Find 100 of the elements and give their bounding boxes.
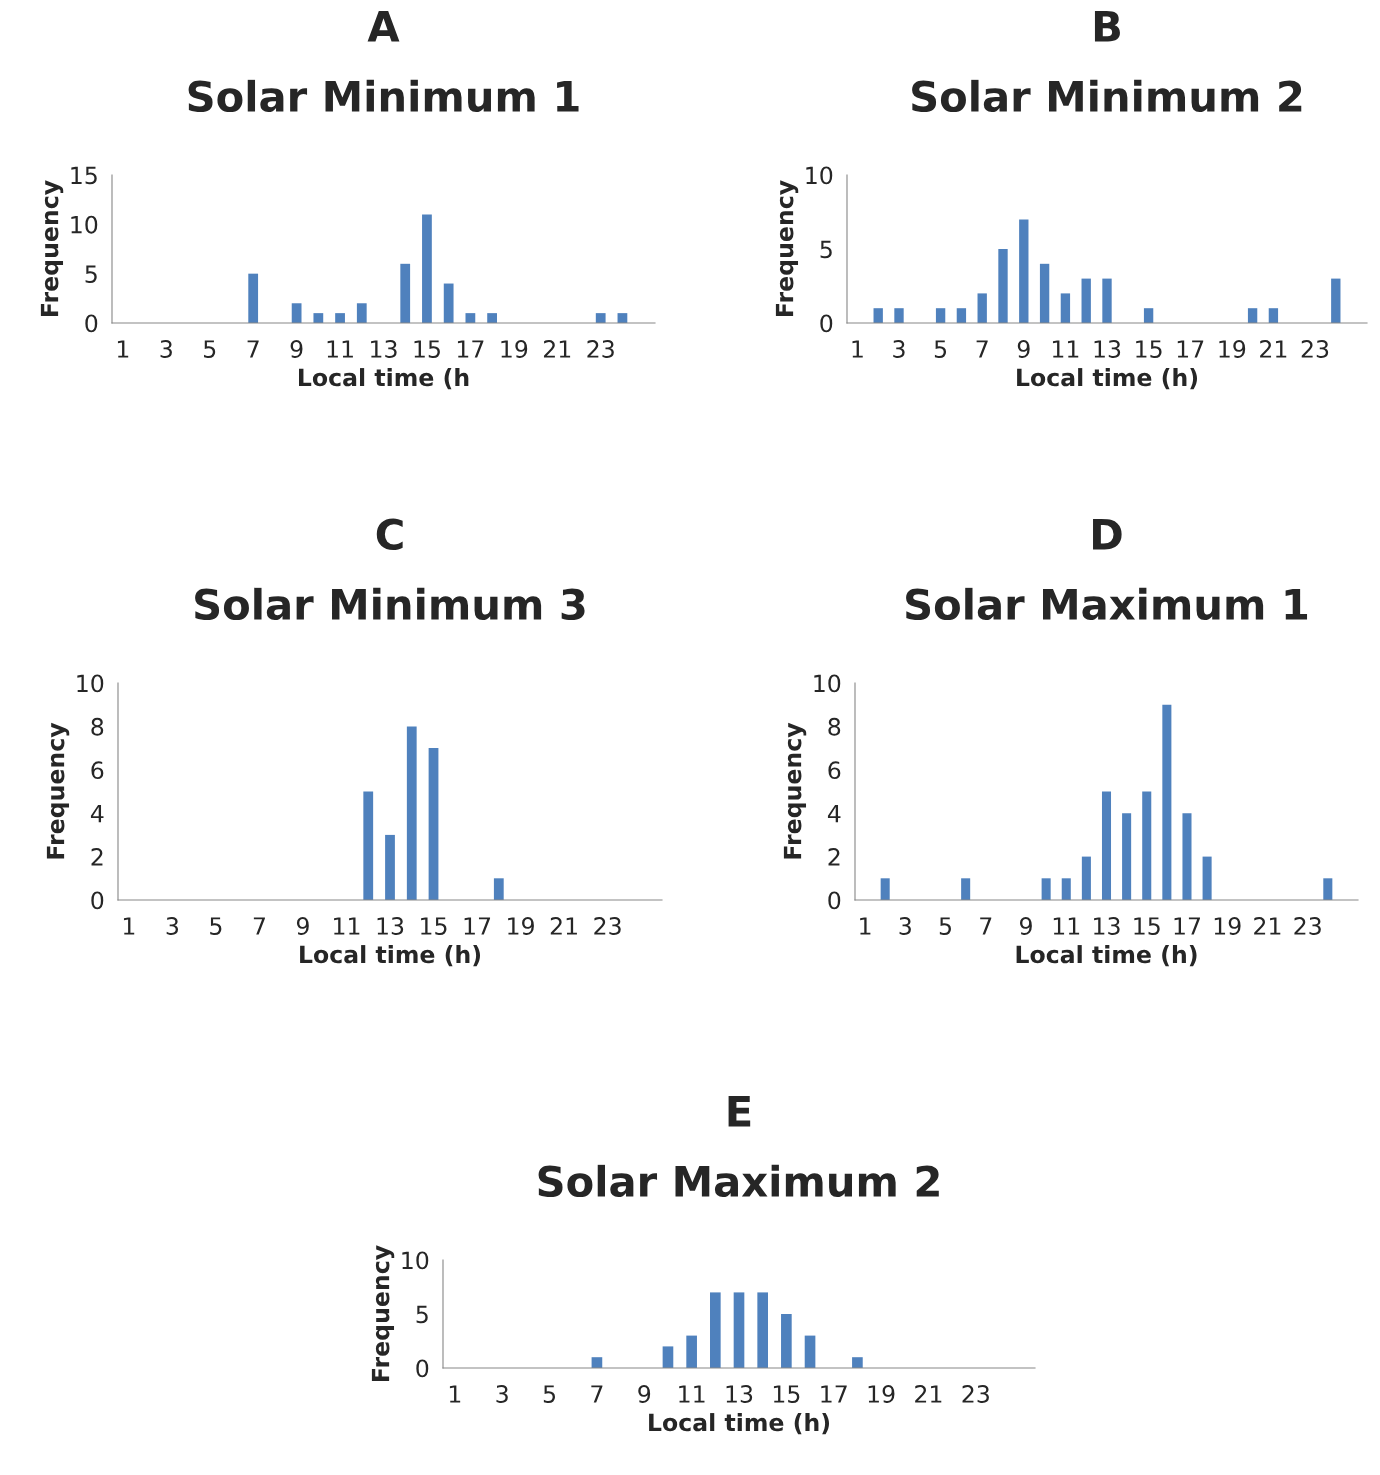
x-tick-label: 3 [496, 1385, 508, 1403]
bar [422, 214, 432, 323]
y-tick-label: 10 [806, 166, 833, 185]
chart-subtitle: Solar Maximum 1 [906, 587, 1308, 621]
bar [1268, 308, 1279, 323]
x-tick-label: 13 [377, 917, 404, 935]
bar [363, 791, 374, 900]
x-tick-label: 7 [253, 917, 265, 935]
chart-title: A [367, 11, 400, 42]
bar [1202, 856, 1212, 900]
bar [1081, 856, 1091, 900]
x-tick-label: 5 [543, 1385, 556, 1403]
chart-subtitle: Solar Minimum 1 [188, 79, 579, 113]
x-tick-label: 3 [166, 917, 179, 935]
y-tick-label: 0 [820, 314, 833, 333]
x-tick-label: 5 [934, 340, 947, 358]
x-tick-label: 11 [334, 917, 360, 935]
x-tick-label: 11 [679, 1385, 705, 1403]
x-tick-label: 17 [1177, 340, 1204, 358]
x-tick-label: 19 [1219, 340, 1246, 358]
x-tick-label: 5 [210, 917, 222, 935]
bar [406, 726, 417, 900]
x-tick-label: 9 [1017, 340, 1030, 358]
x-tick-label: 13 [726, 1385, 753, 1403]
x-tick-label: 7 [980, 917, 992, 935]
y-tick-label: 4 [90, 804, 104, 823]
bar [757, 1292, 769, 1368]
x-tick-label: 1 [852, 340, 863, 358]
y-tick-label: 5 [820, 240, 832, 259]
x-axis-title: Local time (h [299, 368, 469, 390]
bar [1143, 308, 1154, 323]
x-tick-label: 21 [543, 340, 571, 358]
bar [1142, 791, 1152, 900]
x-tick-label: 9 [1020, 917, 1032, 935]
bar [1162, 704, 1172, 900]
x-tick-label: 17 [821, 1385, 847, 1403]
bar [733, 1292, 745, 1368]
bar [956, 308, 967, 323]
bar [1061, 878, 1071, 900]
y-tick-label: 10 [77, 674, 104, 693]
bar [1102, 278, 1112, 323]
y-tick-label: 8 [91, 717, 104, 736]
y-axis-title: Frequency [46, 722, 70, 859]
y-tick-label: 6 [91, 761, 104, 780]
x-tick-label: 13 [371, 340, 397, 358]
bar [487, 313, 497, 323]
x-tick-label: 1 [860, 917, 871, 935]
x-tick-label: 1 [123, 917, 135, 935]
bar [1039, 263, 1050, 323]
y-axis-title: Frequency [40, 180, 64, 316]
bar [935, 308, 946, 323]
y-tick-label: 0 [91, 891, 104, 910]
x-tick-label: 15 [1136, 340, 1162, 358]
x-tick-label: 7 [591, 1385, 603, 1403]
x-tick-label: 7 [247, 340, 259, 358]
bar [313, 313, 324, 323]
bar [356, 303, 367, 323]
x-tick-label: 23 [1294, 917, 1321, 935]
chart-subtitle: Solar Maximum 2 [538, 1164, 939, 1198]
bar [662, 1346, 674, 1368]
y-tick-label: 5 [416, 1305, 428, 1324]
y-tick-label: 0 [828, 891, 841, 910]
bar [852, 1357, 863, 1368]
y-tick-label: 2 [91, 848, 103, 866]
x-tick-label: 23 [1301, 340, 1329, 358]
bar [1247, 308, 1258, 323]
bar [804, 1335, 816, 1368]
x-tick-label: 23 [587, 340, 614, 358]
bar [595, 313, 606, 323]
bar [873, 308, 883, 323]
bar [709, 1292, 721, 1368]
bar [998, 249, 1008, 323]
x-tick-label: 3 [893, 340, 905, 358]
bar [385, 834, 395, 900]
y-tick-label: 4 [827, 804, 841, 823]
bar [1060, 293, 1071, 323]
y-tick-label: 10 [402, 1251, 429, 1270]
x-tick-label: 17 [464, 917, 491, 935]
chart-title: E [728, 1096, 751, 1127]
x-tick-label: 23 [962, 1385, 989, 1403]
bar [443, 283, 454, 323]
x-tick-label: 15 [773, 1385, 800, 1403]
x-tick-label: 5 [204, 340, 216, 358]
x-tick-label: 15 [1134, 917, 1160, 935]
x-tick-label: 5 [939, 917, 951, 935]
chart-subtitle: Solar Minimum 3 [195, 587, 585, 621]
y-tick-label: 0 [85, 314, 98, 333]
bar [335, 313, 345, 323]
y-axis-title: Frequency [783, 722, 807, 859]
bar [781, 1314, 792, 1368]
bar [1019, 219, 1029, 323]
x-tick-label: 1 [449, 1385, 461, 1403]
y-tick-label: 5 [85, 265, 97, 283]
x-axis-title: Local time (h) [649, 1413, 830, 1435]
x-tick-label: 3 [899, 917, 911, 935]
y-tick-label: 15 [71, 166, 97, 185]
bar [400, 263, 411, 323]
x-tick-label: 11 [327, 340, 353, 358]
x-tick-label: 3 [160, 340, 172, 358]
x-tick-label: 19 [508, 917, 534, 935]
